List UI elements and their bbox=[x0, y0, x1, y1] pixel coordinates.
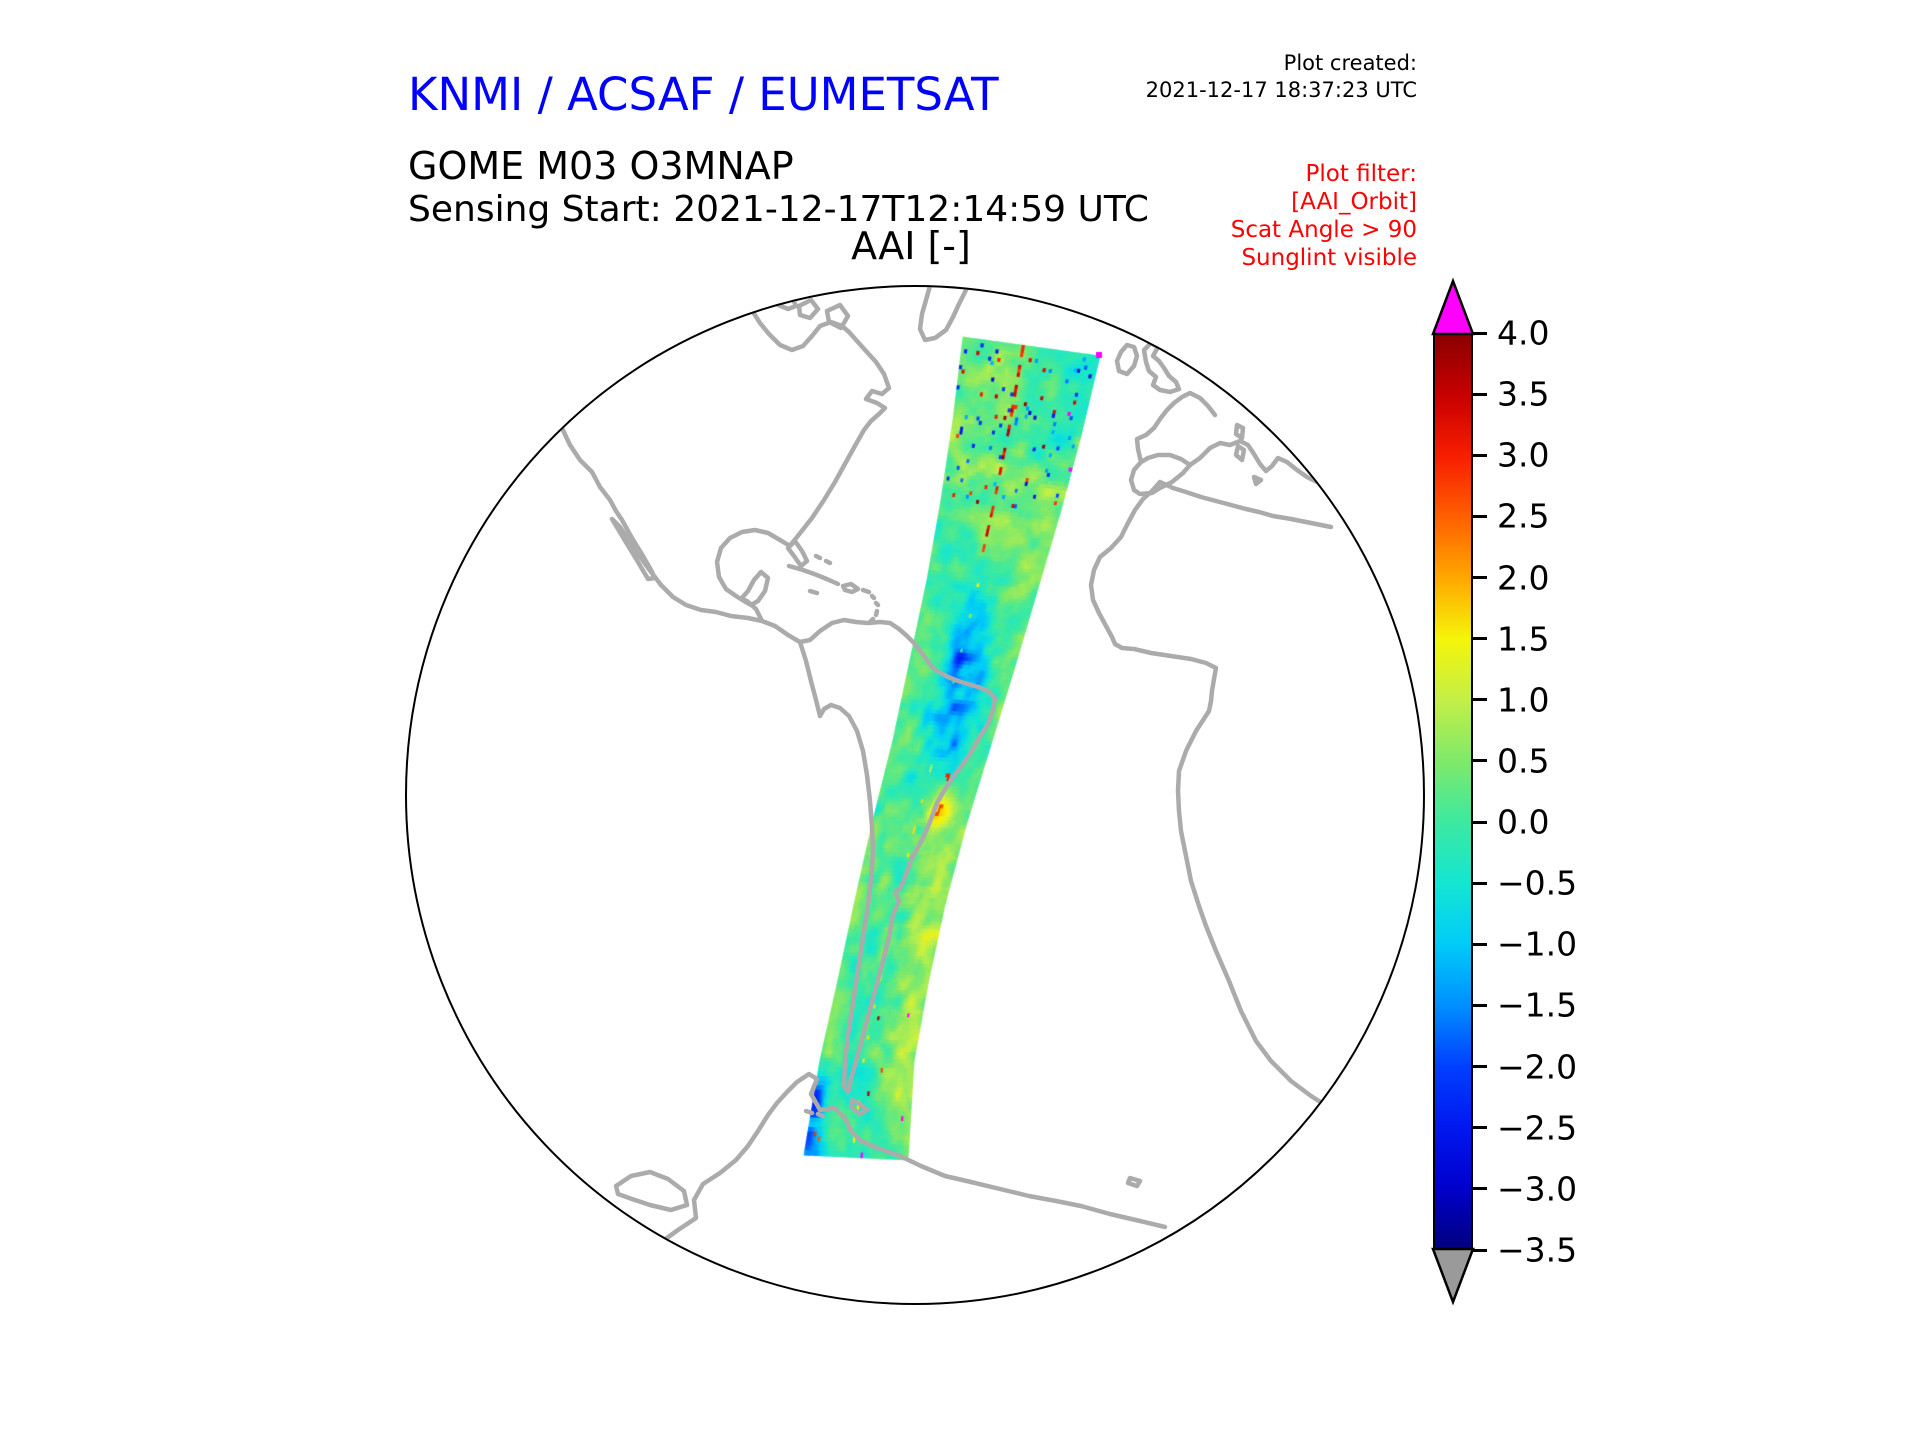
colorbar-tick-label: 2.0 bbox=[1497, 558, 1550, 598]
plot-filter-line: Sunglint visible bbox=[1241, 245, 1417, 272]
colorbar-tick-label: 3.0 bbox=[1497, 435, 1550, 475]
coastline-cuba bbox=[786, 563, 841, 587]
coastline-jamaica bbox=[807, 588, 820, 596]
colorbar-tick-label: 0.5 bbox=[1497, 741, 1550, 781]
colorbar-tick-mark bbox=[1473, 576, 1487, 580]
colorbar-tick-label: 2.5 bbox=[1497, 496, 1550, 536]
plot-created-label: Plot created: bbox=[1283, 51, 1417, 75]
plot-filter-line: Scat Angle > 90 bbox=[1230, 217, 1417, 244]
colorbar-tick-mark bbox=[1473, 514, 1487, 518]
colorbar-tick-label: −1.0 bbox=[1497, 924, 1578, 964]
colorbar-tick-label: −0.5 bbox=[1497, 863, 1578, 903]
colorbar-tick-mark bbox=[1473, 820, 1487, 824]
colorbar-tick-mark bbox=[1473, 698, 1487, 702]
colorbar-tick-label: 4.0 bbox=[1497, 313, 1550, 353]
coastline-iberia bbox=[1128, 452, 1193, 497]
coastline-puerto-rico bbox=[860, 587, 872, 595]
colorbar-tick-mark bbox=[1473, 392, 1487, 396]
coastline-arctic-islands bbox=[796, 297, 851, 331]
colorbar-tick-mark bbox=[1473, 881, 1487, 885]
colorbar-tick-mark bbox=[1473, 942, 1487, 946]
colorbar-tick-mark bbox=[1473, 453, 1487, 457]
colorbar-tick-label: 1.5 bbox=[1497, 619, 1550, 659]
coastline-falklands bbox=[803, 1108, 826, 1119]
colorbar-tick-label: −2.0 bbox=[1497, 1047, 1578, 1087]
colorbar-tick-label: −2.5 bbox=[1497, 1108, 1578, 1148]
coastline-europe-north bbox=[1134, 390, 1218, 465]
coastline-mediterranean-south bbox=[1157, 479, 1334, 530]
coastline-antarctic-island bbox=[1125, 1175, 1143, 1189]
coastline-greenland bbox=[917, 287, 971, 343]
colorbar-tick-mark bbox=[1473, 1126, 1487, 1130]
colorbar-under-arrow bbox=[1431, 1247, 1475, 1306]
colorbar-tick-label: −3.0 bbox=[1497, 1169, 1578, 1209]
map-title: AAI [-] bbox=[851, 224, 971, 268]
colorbar-tick-mark bbox=[1473, 1187, 1487, 1191]
colorbar-tick-mark bbox=[1473, 331, 1487, 335]
coastline-lesser-antilles bbox=[867, 593, 881, 625]
coastline-gulf-of-mexico bbox=[714, 294, 892, 624]
plot-filter-line: Plot filter: bbox=[1305, 161, 1417, 187]
plot-filter-line: [AAI_Orbit] bbox=[1291, 189, 1417, 216]
colorbar-tick-mark bbox=[1473, 759, 1487, 763]
coastline-south-georgia bbox=[613, 1169, 690, 1213]
colorbar-tick-mark bbox=[1473, 1065, 1487, 1069]
colorbar-tick-label: −1.5 bbox=[1497, 985, 1578, 1025]
plot-created-value: 2021-12-17 18:37:23 UTC bbox=[1145, 77, 1417, 102]
coastline-north-america bbox=[559, 425, 803, 645]
plot-created-block: Plot created: 2021-12-17 18:37:23 UTC bbox=[1146, 50, 1417, 104]
coastline-great-britain bbox=[1141, 340, 1182, 395]
coastline-hispaniola bbox=[840, 581, 861, 595]
plot-filter-block: Plot filter: [AAI_Orbit] Scat Angle > 90… bbox=[1231, 160, 1417, 272]
coastline-bahamas bbox=[813, 553, 833, 566]
coastline-ireland bbox=[1114, 342, 1140, 377]
product-name: GOME M03 O3MNAP bbox=[408, 144, 794, 188]
coastline-tierra-del-fuego bbox=[849, 1097, 870, 1117]
coastlines bbox=[559, 287, 1334, 1265]
coastline-africa-west bbox=[1088, 479, 1333, 1111]
colorbar-tick-label: −3.5 bbox=[1497, 1230, 1578, 1270]
org-title: KNMI / ACSAF / EUMETSAT bbox=[408, 68, 999, 121]
globe-outline-circle bbox=[405, 285, 1425, 1305]
coastline-corsica-sardinia-sicily bbox=[1233, 422, 1264, 487]
coastline-south-america bbox=[797, 617, 998, 1095]
sensing-start: Sensing Start: 2021-12-17T12:14:59 UTC bbox=[408, 189, 1149, 230]
coastline-antarctica bbox=[637, 1071, 1168, 1265]
colorbar-tick-mark bbox=[1473, 1248, 1487, 1252]
colorbar-tick-label: 3.5 bbox=[1497, 374, 1550, 414]
coastline-mediterranean-north bbox=[1187, 438, 1320, 485]
colorbar-tick-mark bbox=[1473, 637, 1487, 641]
colorbar-tick-label: 0.0 bbox=[1497, 802, 1550, 842]
colorbar-tick-mark bbox=[1473, 1003, 1487, 1007]
colorbar-over-arrow bbox=[1431, 277, 1475, 336]
colorbar-gradient bbox=[1433, 333, 1473, 1250]
colorbar-tick-label: 1.0 bbox=[1497, 680, 1550, 720]
